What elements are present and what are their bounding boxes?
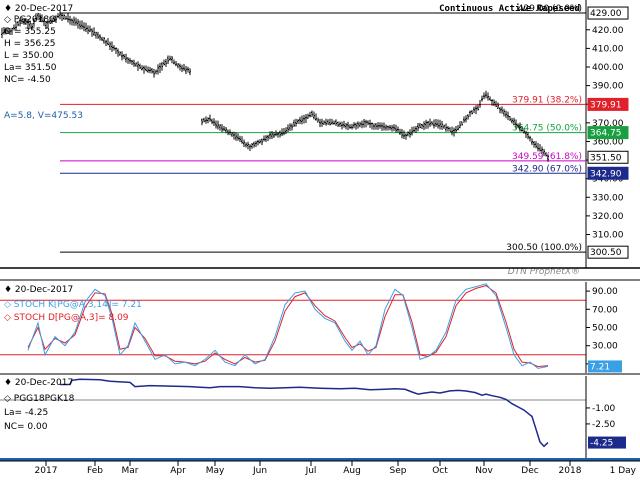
ohlc-last-label: La= 351.50 <box>4 63 57 73</box>
price-tag <box>587 126 629 140</box>
ohlc-low-label: L = 350.00 <box>4 51 54 61</box>
spread-symbol: ◇ PGG18PGK18 <box>4 394 75 404</box>
price-date: ♦ 20-Dec-2017 <box>4 4 73 14</box>
spread-ytick-label: -2.50 <box>592 420 616 430</box>
fib-label: 364.75 (50.0%) <box>512 124 582 134</box>
x-tick-label: 2018 <box>559 466 582 476</box>
price-ytick-label: 370.00 <box>592 119 624 129</box>
x-tick-label: Feb <box>87 466 103 476</box>
ohlc-open-label: O = 355.25 <box>4 27 56 37</box>
x-tick-label: Apr <box>170 466 186 476</box>
stoch-k-line <box>27 283 549 369</box>
x-tick-label: Sep <box>390 466 407 476</box>
stoch-k-legend: ◇ STOCH K[PG@A,3,14]= 7.21 <box>4 300 142 310</box>
x-tick-label: Jun <box>252 466 267 476</box>
x-tick-label: 2017 <box>35 466 58 476</box>
price-ytick-label: 330.00 <box>592 193 624 203</box>
price-ytick-label: 310.00 <box>592 231 624 241</box>
stoch-k-tag <box>588 360 622 373</box>
x-tick-label: Nov <box>475 466 493 476</box>
ohlc-netchange-label: NC= -4.50 <box>4 75 51 85</box>
price-ytick-label: 420.00 <box>592 26 624 36</box>
stoch-ytick-label: 90.00 <box>592 287 618 297</box>
price-tag-label: 342.90 <box>590 169 622 179</box>
x-tick-label: Jul <box>305 466 317 476</box>
stoch-d-legend: ◇ STOCH D[PG@A,3]= 8.09 <box>4 313 129 323</box>
price-ytick-label: 410.00 <box>592 44 624 54</box>
watermark: DTN ProphetX® <box>508 267 580 277</box>
price-ytick-label: 400.00 <box>592 63 624 73</box>
x-axis-interval: 1 Day <box>610 466 637 476</box>
chart-title: Continuous Active Rapeseed <box>439 3 580 14</box>
spread-ytick-label: -1.00 <box>592 404 616 414</box>
stoch-ytick-label: 50.00 <box>592 324 618 334</box>
x-axis-band <box>0 458 640 461</box>
spread-date: ♦ 20-Dec-2017 <box>4 378 73 388</box>
spread-tag-label: -4.25 <box>590 439 613 449</box>
price-tag-label: 351.50 <box>590 153 622 163</box>
x-tick-label: Aug <box>343 466 361 476</box>
price-tag <box>587 245 629 259</box>
price-tag-label: 300.50 <box>590 248 622 258</box>
x-tick-label: Dec <box>521 466 538 476</box>
price-tag <box>587 97 629 111</box>
price-tag <box>587 166 629 180</box>
x-tick-label: Oct <box>432 466 448 476</box>
price-tag-label: 429.00 <box>590 9 622 19</box>
price-tag <box>587 150 629 164</box>
stoch-k-tag-label: 7.21 <box>590 362 610 372</box>
x-tick-label: May <box>206 466 225 476</box>
fib-label: 429.00 (0.0%) <box>518 4 582 14</box>
spread-tag <box>588 436 626 449</box>
spread-last-label: La= -4.25 <box>4 408 48 418</box>
price-tag <box>587 6 629 20</box>
price-symbol: ◇ PG2018G <box>4 15 56 25</box>
stoch-ytick-label: 30.00 <box>592 342 618 352</box>
spread-netchange-label: NC= 0.00 <box>4 422 48 432</box>
fib-label: 342.90 (67.0%) <box>512 164 582 174</box>
fib-label: 379.91 (38.2%) <box>512 95 582 105</box>
price-tag-label: 364.75 <box>590 129 622 139</box>
stoch-ytick-label: 70.00 <box>592 305 618 315</box>
price-tag-label: 379.91 <box>590 100 622 110</box>
volume-label: A=5.8, V=475.53 <box>4 111 83 121</box>
ohlc-high-label: H = 356.25 <box>4 39 56 49</box>
price-ytick-label: 390.00 <box>592 82 624 92</box>
stoch-date: ♦ 20-Dec-2017 <box>4 285 73 295</box>
fib-label: 349.59 (61.8%) <box>512 152 582 162</box>
spread-line <box>60 378 549 448</box>
price-ytick-label: 360.00 <box>592 137 624 147</box>
stoch-d-line <box>27 285 549 368</box>
price-ytick-label: 320.00 <box>592 212 624 222</box>
x-tick-label: Mar <box>122 466 139 476</box>
fib-label: 300.50 (100.0%) <box>506 243 582 253</box>
